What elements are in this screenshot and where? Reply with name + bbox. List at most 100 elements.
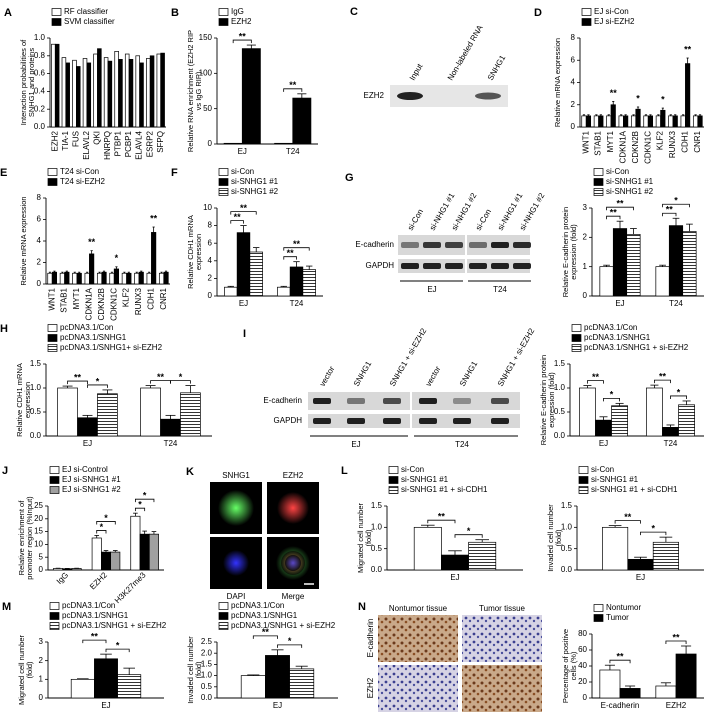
significance-label: * — [138, 500, 142, 510]
y-tick-label: 15 — [34, 527, 43, 536]
x-tick-label: TIA-1 — [61, 130, 70, 150]
significance-bracket — [283, 88, 303, 92]
x-tick-label: HNRPQ — [103, 131, 112, 160]
bar — [114, 50, 119, 128]
ihc-image — [462, 615, 542, 662]
y-tick-label: 4 — [208, 256, 213, 265]
blot-band — [513, 263, 531, 269]
bar — [680, 115, 686, 128]
significance-label: ** — [659, 371, 667, 381]
y-tick-label: 10 — [34, 540, 43, 549]
blot-band — [347, 398, 365, 404]
x-tick-label: EJ — [599, 439, 608, 448]
significance-bracket — [283, 247, 310, 251]
significance-label: * — [288, 636, 292, 646]
bar — [682, 231, 697, 297]
blot-band — [491, 242, 509, 248]
blot-row-label: E-cadherin — [355, 240, 394, 249]
bar — [57, 387, 78, 437]
y-axis-label: Relative mRNA expression — [18, 196, 28, 286]
blot-band — [469, 263, 487, 269]
bar — [76, 66, 81, 128]
x-tick-label: CDKN2B — [97, 288, 106, 320]
legend-swatch — [593, 604, 604, 612]
significance-label: ** — [610, 208, 618, 218]
y-tick-label: 2 — [583, 232, 588, 241]
legend-label: si-Con — [591, 465, 614, 474]
y-tick-label: 0.2 — [34, 104, 46, 113]
panel-label: N — [358, 601, 366, 613]
legend-swatch — [571, 344, 582, 352]
bar — [118, 59, 123, 128]
significance-bracket — [252, 635, 278, 639]
significance-label: ** — [88, 237, 96, 247]
y-axis-label-box: Percentage of positive cells (%) — [561, 629, 578, 703]
legend-swatch — [218, 168, 229, 176]
x-tick-label: MYT1 — [72, 287, 81, 309]
legend-label: pcDNA3.1/SNHG1 + si-EZH2 — [62, 621, 167, 630]
bar — [121, 272, 127, 285]
bar — [655, 266, 670, 297]
blot-band — [401, 242, 419, 248]
y-tick-label: 2.0 — [201, 648, 213, 657]
y-tick-label: 100 — [199, 68, 213, 77]
x-tick-label: EJ — [273, 701, 282, 710]
significance-bracket — [134, 507, 146, 512]
bar — [675, 653, 697, 699]
significance-bracket — [277, 644, 303, 648]
bar — [139, 533, 150, 571]
x-tick-label: T24 — [164, 439, 178, 448]
y-tick-label: 1.5 — [561, 501, 573, 510]
image-label: Nontumor tissue — [389, 604, 448, 613]
y-tick-label: 1.0 — [30, 383, 42, 392]
legend-label: pcDNA3.1/Con — [60, 323, 113, 332]
significance-label: * — [143, 491, 147, 501]
legend-label: pcDNA3.1/SNHG1 — [62, 611, 129, 620]
bar — [61, 57, 67, 128]
y-axis-label-box: Relative E-cadherin protein expression (… — [561, 207, 578, 297]
blot-row-label: E-cadherin — [263, 396, 302, 405]
bar — [96, 272, 103, 285]
bar — [630, 115, 637, 128]
legend-label: IgG — [231, 7, 244, 16]
bar — [579, 387, 596, 437]
bar — [117, 674, 142, 699]
lane-label: Input — [408, 61, 425, 82]
y-tick-label: 0 — [208, 139, 213, 148]
x-tick-label: KLF2 — [656, 130, 665, 150]
x-tick-label: KLF2 — [122, 287, 131, 307]
significance-label: * — [636, 93, 640, 103]
legend-swatch — [593, 168, 604, 176]
bar — [101, 551, 111, 571]
blot-band — [453, 398, 471, 404]
blot-row-label: EZH2 — [364, 91, 385, 100]
x-tick-label: SFPQ — [156, 131, 165, 153]
blot-band — [491, 418, 509, 424]
y-axis-label-box: Relative CDH1 mRNA expression — [186, 215, 203, 289]
bar — [277, 286, 291, 297]
bar — [627, 558, 654, 571]
significance-bracket — [96, 530, 107, 534]
significance-bracket — [662, 203, 690, 208]
bar — [685, 63, 691, 128]
blot-row-label: GAPDH — [366, 261, 395, 270]
x-tick-label: T24 — [664, 439, 678, 448]
blot-band — [445, 242, 463, 248]
significance-label: ** — [150, 213, 158, 223]
y-tick-label: 10 — [203, 203, 212, 212]
blot-band — [347, 418, 365, 424]
bar — [62, 568, 73, 571]
significance-label: * — [179, 372, 183, 382]
legend-swatch — [388, 486, 399, 494]
bar — [65, 62, 70, 128]
bar — [76, 272, 82, 285]
legend-swatch — [388, 476, 399, 484]
panel-label: I — [243, 328, 246, 340]
legend-swatch — [49, 612, 60, 620]
x-tick-label: EJ — [83, 439, 92, 448]
blot-band — [313, 418, 331, 424]
bar — [668, 115, 674, 128]
bar — [126, 272, 132, 285]
y-tick-label: 0.6 — [34, 69, 46, 78]
x-tick-label: ESRP2 — [145, 130, 154, 157]
